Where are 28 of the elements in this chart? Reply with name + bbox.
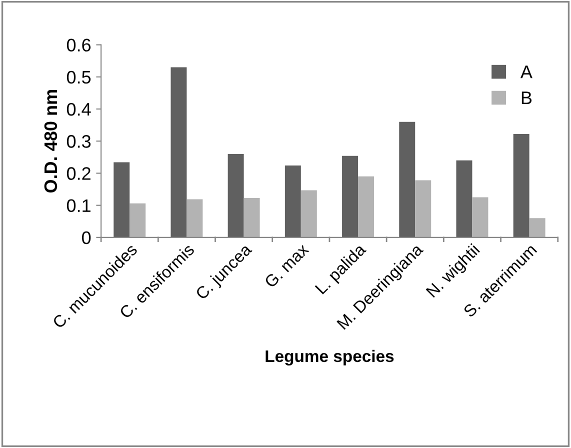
y-tick-label: 0.4 bbox=[66, 102, 91, 116]
y-tick-label: 0 bbox=[82, 231, 91, 244]
bar bbox=[529, 218, 546, 238]
bar bbox=[456, 160, 472, 238]
x-tick-label: G. max bbox=[264, 242, 310, 288]
y-tick-label: 0.1 bbox=[66, 199, 90, 212]
bar bbox=[284, 166, 301, 238]
bar bbox=[114, 162, 130, 238]
bar bbox=[342, 156, 358, 238]
bar bbox=[186, 199, 203, 238]
y-tick-label: 0.3 bbox=[66, 135, 91, 148]
bar bbox=[170, 67, 187, 238]
y-tick-label: 0.2 bbox=[66, 167, 90, 180]
y-tick-label: 0.6 bbox=[66, 38, 91, 52]
legend-label: A bbox=[520, 66, 532, 78]
y-tick-label: 0.5 bbox=[66, 70, 91, 84]
bar bbox=[472, 197, 488, 238]
legend-label: B bbox=[522, 92, 532, 104]
bar bbox=[244, 198, 260, 238]
x-axis-title: Legume species bbox=[266, 350, 394, 366]
bar bbox=[300, 190, 317, 238]
y-axis-title: O.D. 480 nm bbox=[44, 90, 58, 193]
bar bbox=[130, 203, 146, 238]
bar bbox=[399, 122, 416, 238]
bar bbox=[228, 154, 244, 238]
bar bbox=[358, 176, 374, 238]
bar bbox=[415, 180, 432, 238]
bar bbox=[513, 134, 530, 238]
